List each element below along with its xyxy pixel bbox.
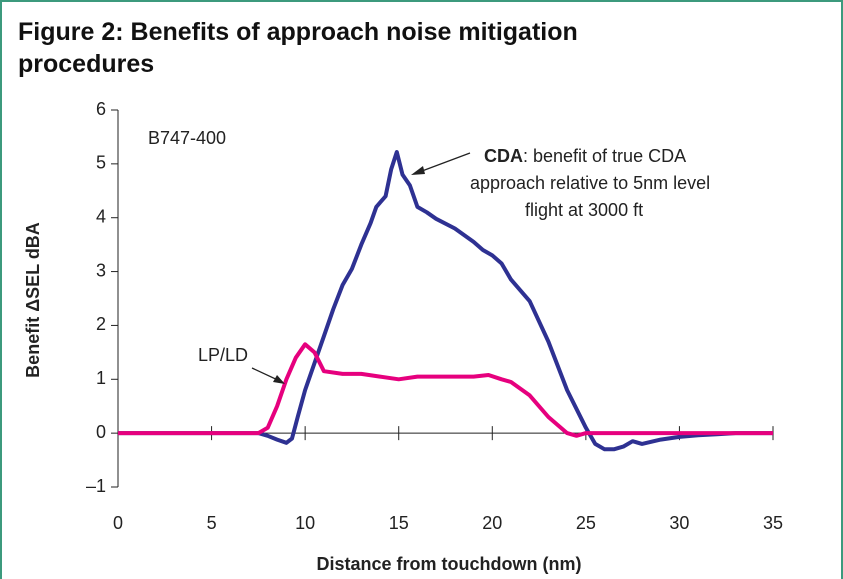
series-line — [118, 342, 773, 438]
annotation: flight at 3000 ft — [525, 200, 643, 220]
y-axis-label: Benefit ΔSEL dBA — [23, 222, 43, 378]
x-axis-label: Distance from touchdown (nm) — [317, 554, 582, 574]
annotation: approach relative to 5nm level — [470, 173, 710, 193]
y-tick-label: –1 — [86, 476, 106, 496]
series-line — [118, 150, 773, 452]
x-tick-label: 5 — [207, 513, 217, 533]
x-tick-label: 0 — [113, 513, 123, 533]
y-tick-label: 1 — [96, 368, 106, 388]
x-tick-label: 35 — [763, 513, 783, 533]
y-tick-label: 5 — [96, 153, 106, 173]
y-tick-label: 2 — [96, 314, 106, 334]
y-tick-label: 0 — [96, 422, 106, 442]
y-tick-label: 6 — [96, 99, 106, 119]
arrow-head — [273, 375, 285, 384]
arrow-head — [411, 166, 425, 175]
annotation-series-name: CDA — [484, 146, 523, 166]
y-tick-label: 3 — [96, 260, 106, 280]
chart-title: Figure 2: Benefits of approach noise mit… — [18, 18, 578, 78]
x-tick-label: 20 — [482, 513, 502, 533]
annotation: B747-400 — [148, 128, 226, 148]
annotation: CDA: benefit of true CDA — [484, 146, 686, 166]
annotation-text: : benefit of true CDA — [523, 146, 686, 166]
x-tick-label: 10 — [295, 513, 315, 533]
x-tick-label: 15 — [389, 513, 409, 533]
x-tick-label: 30 — [669, 513, 689, 533]
x-tick-label: 25 — [576, 513, 596, 533]
y-tick-label: 4 — [96, 206, 106, 226]
annotation: LP/LD — [198, 345, 248, 365]
